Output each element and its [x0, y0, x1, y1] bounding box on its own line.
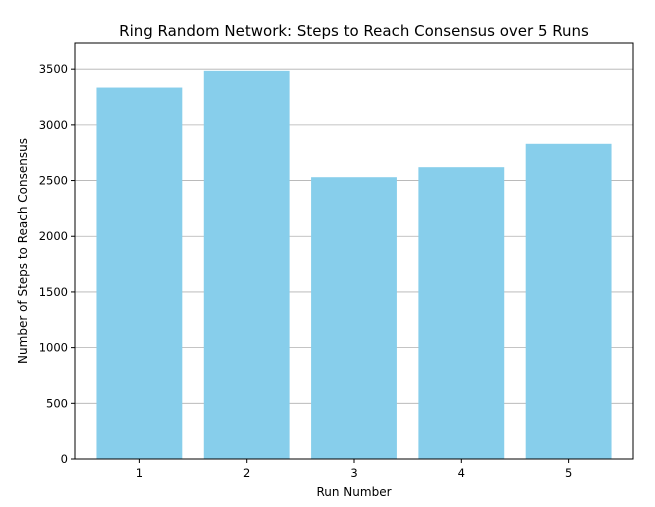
y-tick-label: 0 [61, 452, 68, 466]
chart-title: Ring Random Network: Steps to Reach Cons… [119, 22, 589, 40]
y-tick-label: 3500 [39, 62, 68, 76]
bars [96, 70, 612, 459]
x-tick-label: 4 [458, 466, 465, 480]
bar-run-2 [203, 70, 290, 459]
bar-run-4 [418, 167, 505, 459]
bar-run-1 [96, 87, 183, 459]
y-axis-ticks: 0 500 1000 1500 2000 2500 3000 3500 [39, 62, 75, 466]
y-tick-label: 2000 [39, 229, 68, 243]
y-tick-label: 2500 [39, 174, 68, 188]
x-tick-label: 5 [565, 466, 572, 480]
x-axis-ticks: 1 2 3 4 5 [136, 459, 572, 480]
x-tick-label: 1 [136, 466, 143, 480]
bar-run-5 [525, 143, 612, 459]
bar-run-3 [311, 177, 397, 459]
x-tick-label: 3 [350, 466, 357, 480]
y-tick-label: 1500 [39, 285, 68, 299]
y-tick-label: 3000 [39, 118, 68, 132]
x-tick-label: 2 [243, 466, 250, 480]
y-tick-label: 1000 [39, 341, 68, 355]
y-tick-label: 500 [46, 396, 68, 410]
x-axis-label: Run Number [316, 485, 391, 499]
y-axis-label: Number of Steps to Reach Consensus [16, 138, 30, 364]
